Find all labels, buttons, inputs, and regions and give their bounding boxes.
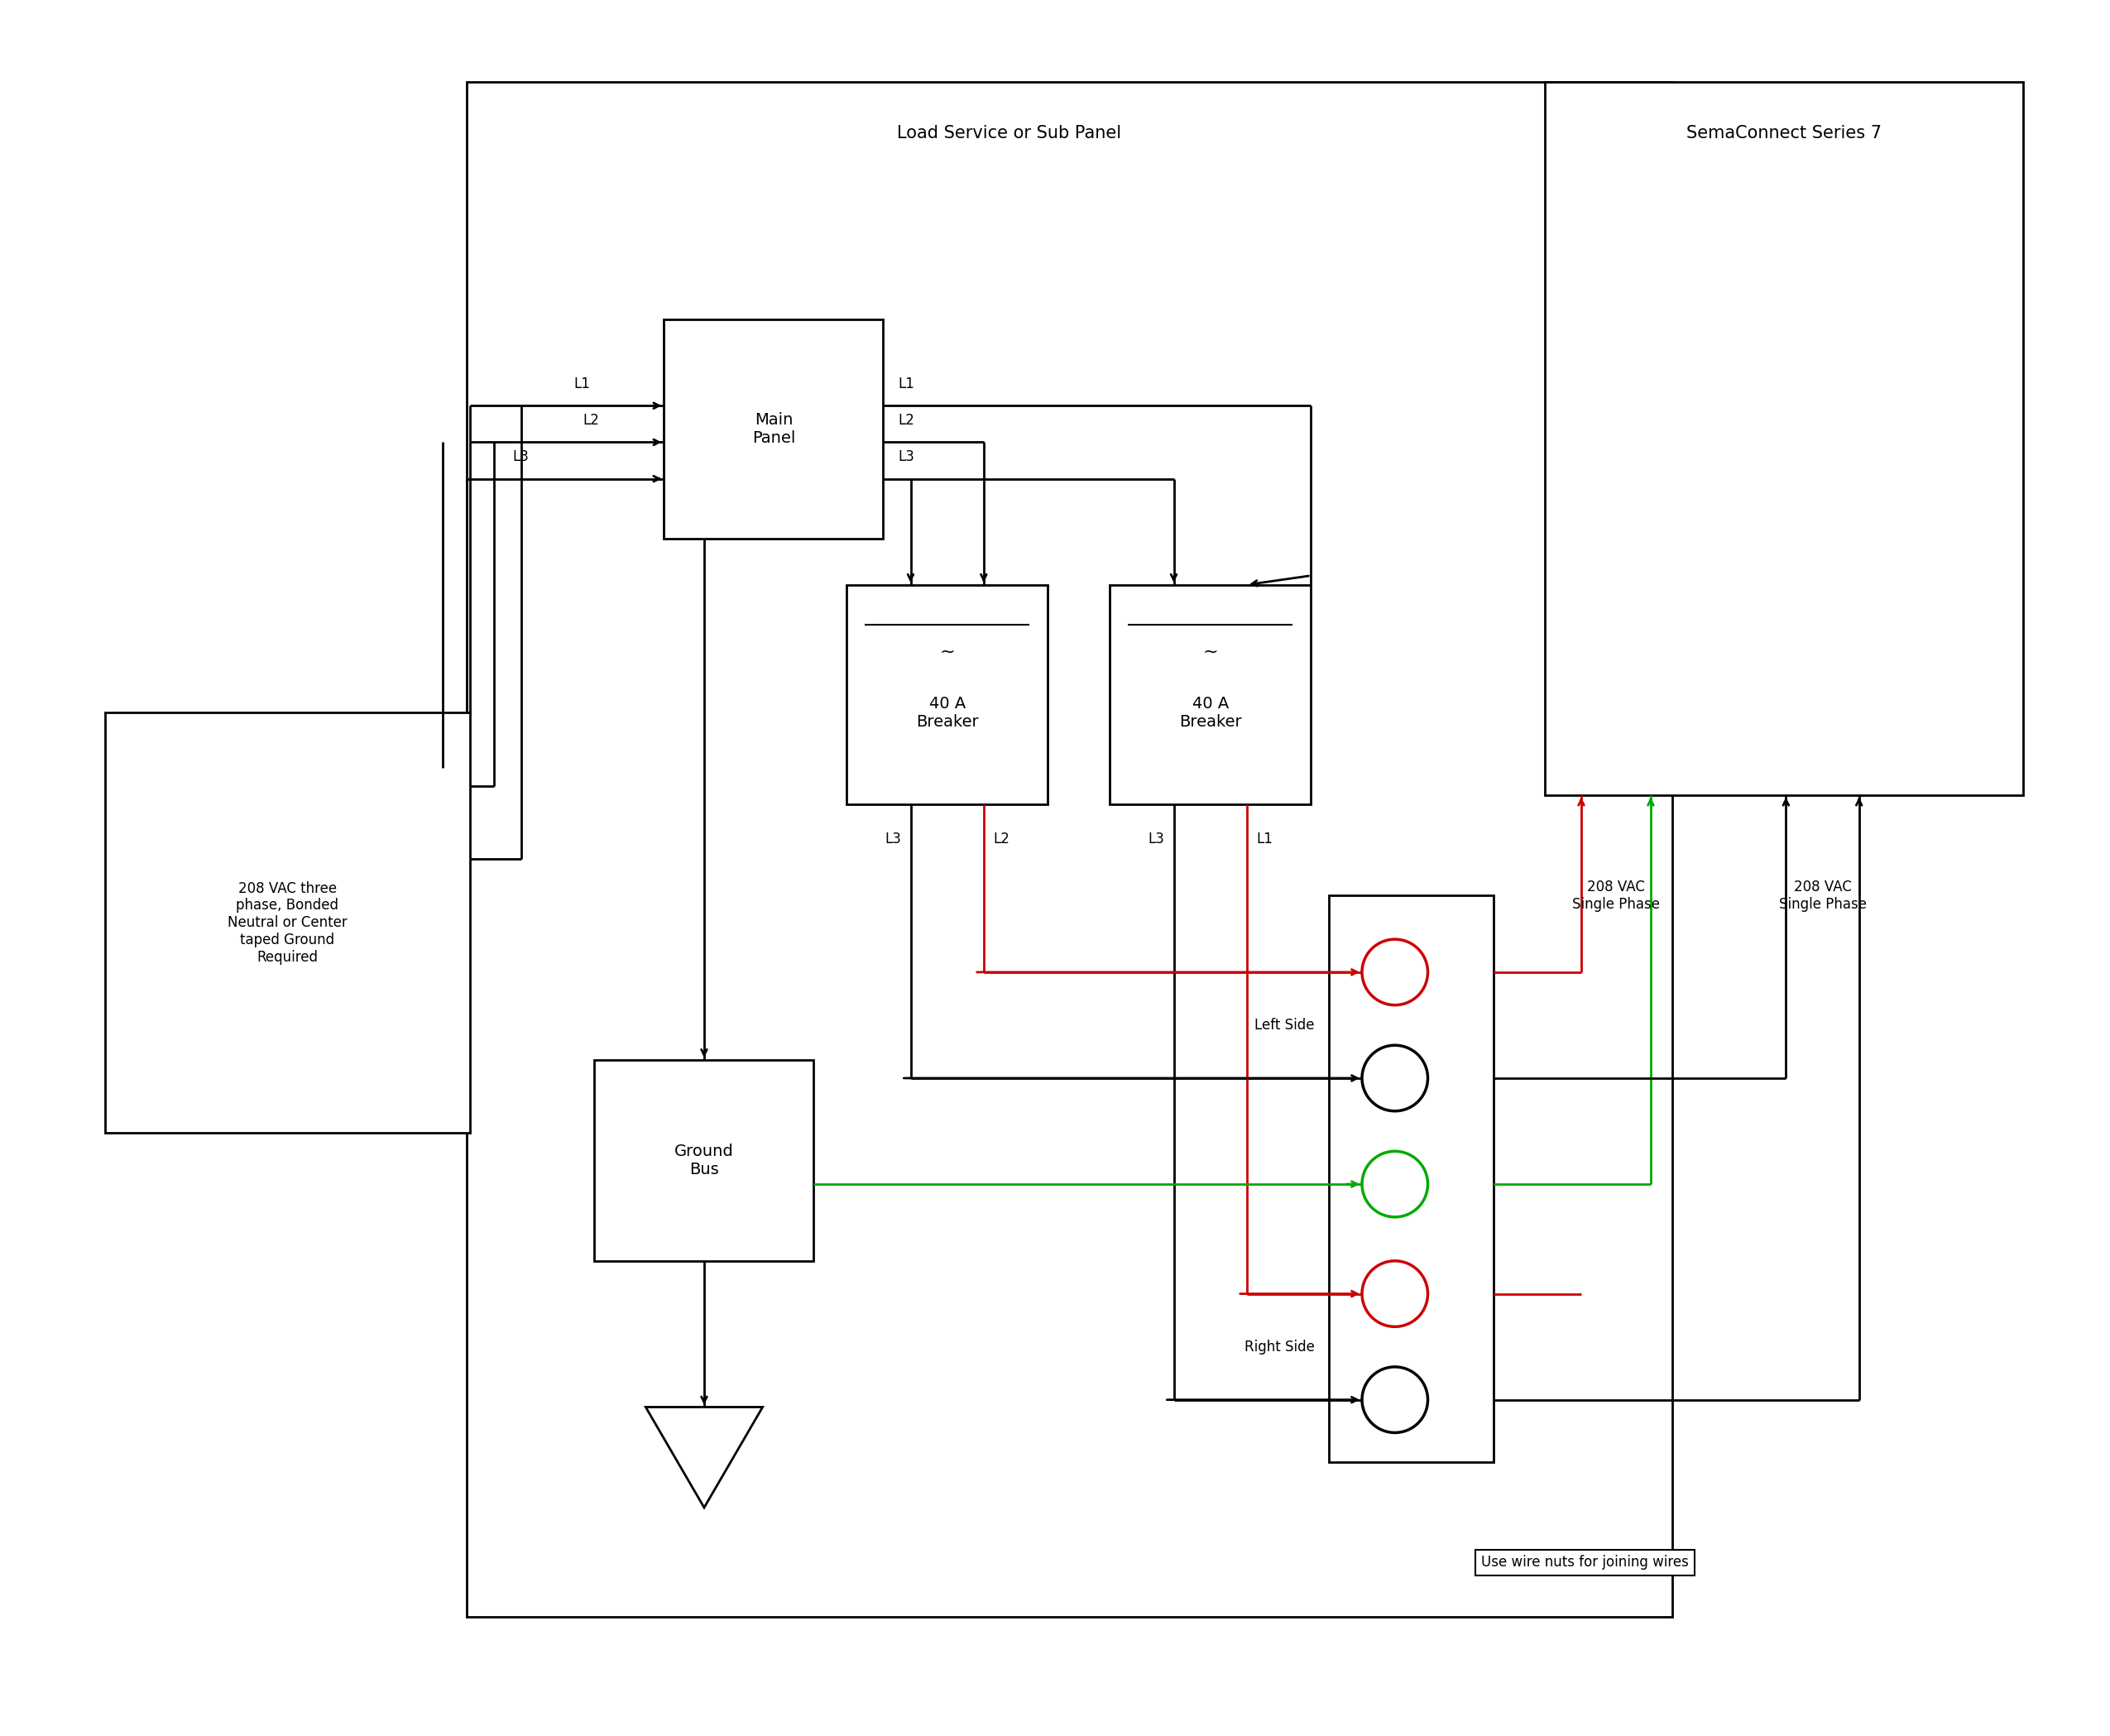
Text: L2: L2 <box>899 413 914 427</box>
Text: L3: L3 <box>513 450 530 464</box>
Circle shape <box>1361 1045 1428 1111</box>
Bar <box>1110 585 1310 804</box>
Text: ~: ~ <box>939 644 956 660</box>
Bar <box>1329 896 1494 1462</box>
Text: L3: L3 <box>899 450 914 464</box>
Bar <box>1545 82 2023 795</box>
Text: 40 A
Breaker: 40 A Breaker <box>916 696 979 729</box>
Text: ~: ~ <box>1203 644 1217 660</box>
Text: 208 VAC
Single Phase: 208 VAC Single Phase <box>1779 880 1867 911</box>
Text: Load Service or Sub Panel: Load Service or Sub Panel <box>897 125 1123 142</box>
Bar <box>466 82 1673 1618</box>
Text: 208 VAC three
phase, Bonded
Neutral or Center
taped Ground
Required: 208 VAC three phase, Bonded Neutral or C… <box>228 880 348 965</box>
Bar <box>846 585 1049 804</box>
Circle shape <box>1361 939 1428 1005</box>
Text: 208 VAC
Single Phase: 208 VAC Single Phase <box>1572 880 1661 911</box>
Text: L2: L2 <box>582 413 599 427</box>
Text: L3: L3 <box>884 832 901 847</box>
Text: Main
Panel: Main Panel <box>751 413 795 446</box>
Circle shape <box>1361 1260 1428 1326</box>
Text: 40 A
Breaker: 40 A Breaker <box>1179 696 1241 729</box>
Text: L1: L1 <box>1255 832 1272 847</box>
Bar <box>106 713 471 1134</box>
Text: L1: L1 <box>899 377 914 391</box>
Text: Use wire nuts for joining wires: Use wire nuts for joining wires <box>1481 1555 1688 1569</box>
Bar <box>665 319 884 540</box>
Text: Right Side: Right Side <box>1245 1338 1315 1354</box>
Text: L1: L1 <box>574 377 591 391</box>
Text: SemaConnect Series 7: SemaConnect Series 7 <box>1686 125 1882 142</box>
Text: L3: L3 <box>1148 832 1165 847</box>
Circle shape <box>1361 1151 1428 1217</box>
Text: Left Side: Left Side <box>1255 1017 1315 1033</box>
Bar <box>595 1061 814 1260</box>
Text: Ground
Bus: Ground Bus <box>675 1144 734 1177</box>
Circle shape <box>1361 1366 1428 1432</box>
Text: L2: L2 <box>994 832 1009 847</box>
